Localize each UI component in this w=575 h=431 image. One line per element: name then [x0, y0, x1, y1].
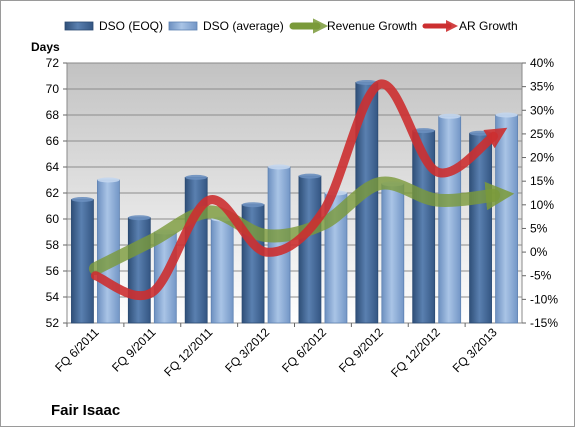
legend: DSO (EOQ) DSO (average) Revenue Growth AR G…: [64, 18, 518, 34]
legend-label: DSO (EOQ): [99, 19, 163, 33]
y-axis-label: Days: [31, 40, 60, 54]
y-tick-label: 66: [46, 134, 60, 148]
y-tick-label: 62: [46, 186, 60, 200]
y-tick-label: 64: [46, 160, 60, 174]
legend-label: DSO (average): [203, 19, 284, 33]
y2-tick-label: 35%: [530, 80, 554, 94]
bar-cap-dso-eoq: [412, 128, 435, 134]
y2-tick-label: 15%: [530, 174, 554, 188]
company-name: Fair Isaac: [51, 402, 120, 419]
bar-dso-average: [210, 218, 234, 324]
ar-growth-line: [90, 79, 508, 301]
bar-cap-dso-eoq: [71, 197, 94, 202]
bar-cap-dso-average: [268, 164, 291, 170]
bar-cap-dso-eoq: [242, 202, 265, 208]
y2-tick-label: 20%: [530, 151, 554, 165]
x-tick-label: FQ 12/2012: [388, 325, 443, 380]
bar-dso-eoq: [71, 199, 94, 324]
y-tick-label: 72: [46, 56, 60, 70]
bar-dso-average: [495, 114, 518, 324]
x-tick-label: FQ 6/2011: [52, 325, 102, 375]
x-tick-label: FQ 6/2012: [279, 325, 329, 375]
y-tick-label: 54: [46, 290, 60, 304]
y2-tick-label: -5%: [530, 269, 552, 283]
y-tick-label: 68: [46, 108, 60, 122]
y2-tick-label: -15%: [530, 316, 558, 330]
y-tick-label: 70: [46, 82, 60, 96]
bar-cap-dso-eoq: [355, 80, 378, 85]
bar-dso-eoq: [127, 217, 151, 324]
x-tick-label: FQ 9/2012: [336, 325, 386, 375]
growth-lines: [88, 79, 515, 301]
bar-cap-dso-average: [438, 113, 461, 119]
x-tick-label: FQ 9/2011: [109, 325, 159, 375]
y-tick-label: 56: [46, 264, 60, 278]
y-axis-ticks: 52 54 56 58 60 62 64 66 68 70 72: [46, 56, 67, 330]
y-tick-label: 58: [46, 238, 60, 252]
y2-tick-label: 5%: [530, 221, 548, 235]
x-tick-label: FQ 12/2011: [161, 325, 215, 379]
legend-swatch-dso-average: [168, 21, 198, 31]
bar-cap-dso-average: [97, 177, 120, 183]
y2-tick-label: 25%: [530, 127, 554, 141]
x-tick-label: FQ 3/2012: [222, 325, 272, 375]
bars: [71, 80, 518, 324]
y-tick-label: 52: [46, 316, 60, 330]
legend-label: AR Growth: [459, 19, 518, 33]
y2-tick-label: 30%: [530, 103, 554, 117]
x-axis-ticks: FQ 6/2011 FQ 9/2011 FQ 12/2011 FQ 3/2012 FQ …: [52, 323, 500, 380]
bar-dso-eoq: [298, 175, 322, 324]
legend-label: Revenue Growth: [327, 19, 417, 33]
x-tick-label: FQ 3/2013: [450, 325, 500, 375]
y-tick-label: 60: [46, 212, 60, 226]
legend-swatch-dso-eoq: [64, 21, 94, 31]
y2-tick-label: -10%: [530, 292, 558, 306]
y2-axis-ticks: -15% -10% -5% 0% 5% 10% 15% 20% 25% 30% 35% 40%: [522, 56, 558, 330]
bar-dso-average: [438, 115, 462, 324]
revenue-growth-line: [88, 176, 515, 276]
y2-tick-label: 0%: [530, 245, 548, 259]
y2-tick-label: 40%: [530, 56, 554, 70]
bar-cap-dso-eoq: [298, 173, 321, 179]
y2-tick-label: 10%: [530, 198, 554, 212]
bar-cap-dso-eoq: [185, 174, 208, 180]
bar-cap-dso-average: [495, 112, 518, 118]
bar-dso-average: [381, 183, 405, 324]
bar-cap-dso-eoq: [128, 215, 151, 221]
